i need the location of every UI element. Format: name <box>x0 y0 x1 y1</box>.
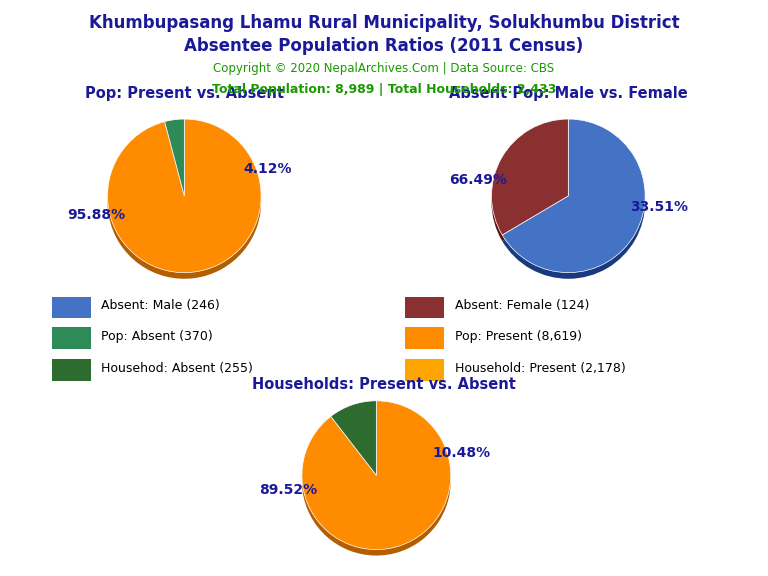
Wedge shape <box>302 401 451 550</box>
Text: 10.48%: 10.48% <box>433 446 491 460</box>
Bar <box>406 359 444 381</box>
Text: Khumbupasang Lhamu Rural Municipality, Solukhumbu District: Khumbupasang Lhamu Rural Municipality, S… <box>88 14 680 32</box>
Wedge shape <box>302 407 451 555</box>
Text: Copyright © 2020 NepalArchives.Com | Data Source: CBS: Copyright © 2020 NepalArchives.Com | Dat… <box>214 62 554 75</box>
Wedge shape <box>108 125 261 279</box>
Wedge shape <box>502 125 645 279</box>
Text: Total Population: 8,989 | Total Households: 2,433: Total Population: 8,989 | Total Househol… <box>212 83 556 96</box>
Text: 33.51%: 33.51% <box>630 200 688 214</box>
Title: Pop: Present vs. Absent: Pop: Present vs. Absent <box>84 86 284 101</box>
Text: Household: Present (2,178): Household: Present (2,178) <box>455 362 625 375</box>
Wedge shape <box>331 407 376 481</box>
Bar <box>52 359 91 381</box>
Text: 66.49%: 66.49% <box>449 173 507 187</box>
Bar <box>52 297 91 319</box>
Text: Absentee Population Ratios (2011 Census): Absentee Population Ratios (2011 Census) <box>184 37 584 55</box>
Wedge shape <box>331 401 376 475</box>
Text: Househod: Absent (255): Househod: Absent (255) <box>101 362 253 375</box>
Title: Absent Pop: Male vs. Female: Absent Pop: Male vs. Female <box>449 86 687 101</box>
Text: Pop: Present (8,619): Pop: Present (8,619) <box>455 329 581 343</box>
Text: 95.88%: 95.88% <box>67 208 125 222</box>
Wedge shape <box>502 119 645 272</box>
Bar <box>406 297 444 319</box>
Wedge shape <box>164 119 184 196</box>
Wedge shape <box>108 119 261 272</box>
Text: 89.52%: 89.52% <box>260 483 318 497</box>
Wedge shape <box>164 125 184 202</box>
Text: Pop: Absent (370): Pop: Absent (370) <box>101 329 214 343</box>
Wedge shape <box>492 119 568 235</box>
Text: 4.12%: 4.12% <box>243 162 292 176</box>
Bar <box>406 327 444 348</box>
Bar <box>52 327 91 348</box>
Text: Absent: Male (246): Absent: Male (246) <box>101 300 220 312</box>
Text: Absent: Female (124): Absent: Female (124) <box>455 300 589 312</box>
Wedge shape <box>492 125 568 241</box>
Text: Households: Present vs. Absent: Households: Present vs. Absent <box>252 377 516 392</box>
